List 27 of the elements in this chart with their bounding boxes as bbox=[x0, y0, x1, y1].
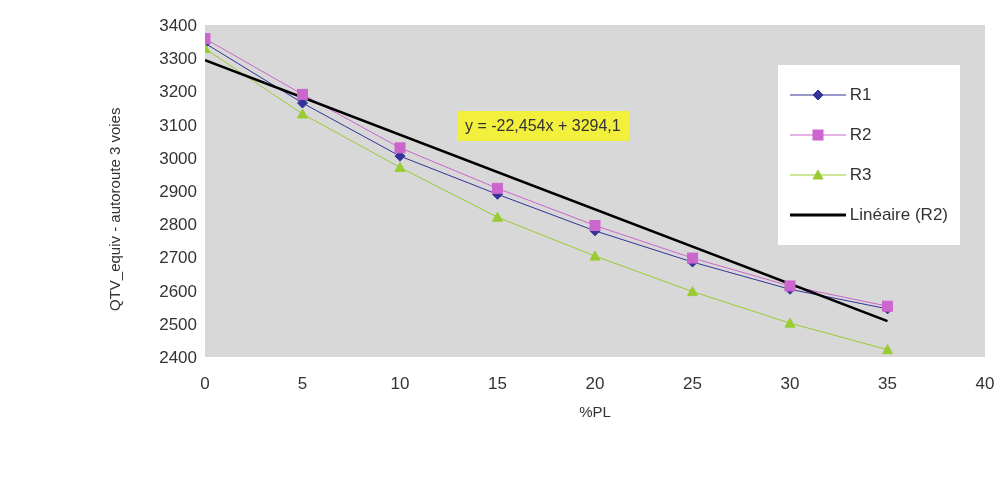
x-tick-label: 15 bbox=[488, 374, 507, 394]
y-tick-label: 2500 bbox=[159, 314, 197, 334]
x-axis-title: %PL bbox=[579, 403, 611, 420]
x-tick-label: 5 bbox=[297, 374, 308, 394]
y-tick-label: 2800 bbox=[159, 215, 197, 235]
y-tick-label: 3100 bbox=[159, 115, 197, 135]
legend-label: R3 bbox=[849, 165, 872, 185]
legend-label: R2 bbox=[849, 125, 872, 145]
y-tick-label: 3000 bbox=[159, 148, 197, 168]
x-tick-label: 40 bbox=[975, 374, 995, 394]
x-tick-label: 20 bbox=[585, 374, 605, 394]
y-tick-label: 2400 bbox=[159, 348, 197, 368]
y-tick-label: 2700 bbox=[159, 248, 197, 268]
x-tick-label: 0 bbox=[200, 374, 210, 394]
x-tick-label: 30 bbox=[780, 374, 800, 394]
x-tick-label: 35 bbox=[878, 374, 897, 394]
x-tick-label: 25 bbox=[683, 374, 702, 394]
y-tick-label: 3400 bbox=[159, 16, 197, 36]
y-axis-title: QTV_equiv - autoroute 3 voies bbox=[106, 107, 124, 311]
y-tick-label: 2900 bbox=[159, 182, 197, 202]
y-tick-label: 3200 bbox=[159, 82, 197, 102]
y-tick-label: 3300 bbox=[159, 49, 197, 69]
y-tick-label: 2600 bbox=[159, 281, 197, 301]
x-tick-label: 10 bbox=[390, 374, 410, 394]
legend-label: R1 bbox=[849, 85, 872, 105]
legend-label: Linéaire (R2) bbox=[849, 205, 948, 225]
annotation: y = -22,454x + 3294,1 bbox=[457, 111, 629, 142]
